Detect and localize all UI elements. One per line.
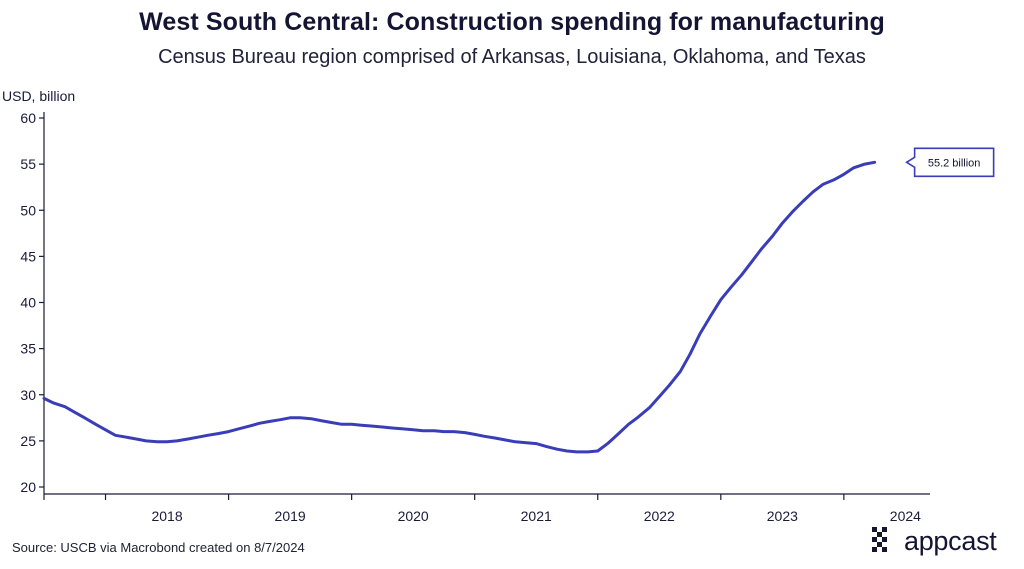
y-tick-label: 25 [20,433,36,449]
y-tick-label: 45 [20,248,36,264]
x-tick-label: 2022 [644,508,675,524]
x-tick-label: 2023 [767,508,798,524]
x-tick-label: 2021 [521,508,552,524]
x-tick-label: 2020 [398,508,429,524]
y-tick-label: 35 [20,341,36,357]
source-note: Source: USCB via Macrobond created on 8/… [12,540,305,555]
x-tick-label: 2024 [890,508,921,524]
y-tick-label: 60 [20,110,36,126]
x-tick-label: 2019 [275,508,306,524]
series-line [42,160,877,454]
y-tick-label: 55 [20,156,36,172]
end-value-callout [905,147,995,178]
chart-subtitle: Census Bureau region comprised of Arkans… [158,46,866,68]
y-axis-label: USD, billion [2,88,75,104]
x-tick-label: 2018 [151,508,182,524]
y-tick-label: 30 [20,387,36,403]
y-tick-label: 40 [20,295,36,311]
y-tick-label: 50 [20,202,36,218]
brand-name: appcast [904,525,997,556]
appcast-dots-icon [872,527,887,552]
end-value-label: 55.2 billion [928,157,981,169]
appcast-logo: appcast [872,525,997,556]
y-tick-label: 20 [20,479,36,495]
chart-title: West South Central: Construction spendin… [139,8,885,36]
